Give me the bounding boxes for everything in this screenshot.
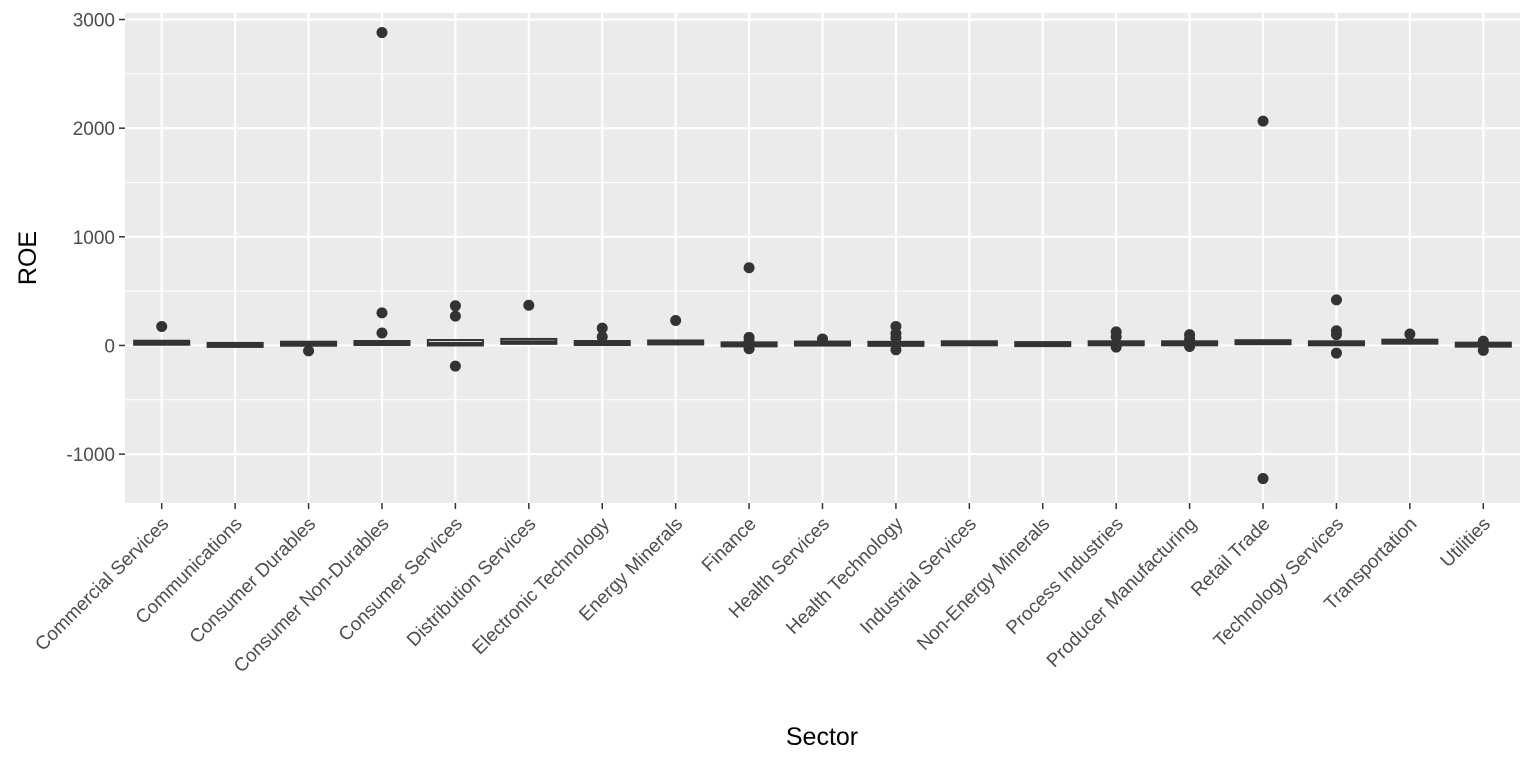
x-tick-label: Technology Services (1210, 514, 1348, 652)
outlier-point (303, 345, 315, 357)
boxes (133, 27, 1512, 485)
box-13 (1087, 326, 1145, 353)
outlier-point (743, 262, 755, 274)
outlier-point (1477, 335, 1489, 347)
box-7 (647, 314, 705, 346)
outlier-point (743, 335, 755, 347)
outlier-point (1330, 294, 1342, 306)
box-8 (720, 262, 778, 355)
outlier-point (817, 333, 828, 345)
box-3 (353, 27, 411, 347)
box-0 (133, 320, 191, 346)
y-tick-label: 2000 (73, 119, 115, 140)
outlier-point (743, 343, 755, 355)
box-12 (1014, 341, 1072, 348)
box-14 (1161, 329, 1219, 353)
box-2 (280, 340, 338, 357)
box-10 (867, 320, 925, 356)
outlier-point (1110, 331, 1122, 343)
outlier-point (890, 344, 902, 356)
x-tick-label: Non-Energy Minerals (913, 514, 1054, 655)
box-4 (426, 300, 484, 372)
outlier-point (1110, 341, 1122, 353)
outlier-point (1477, 344, 1489, 356)
outlier-point (1330, 347, 1342, 359)
x-axis: Commercial ServicesCommunicationsConsume… (31, 503, 1495, 677)
outlier-point (1257, 473, 1269, 485)
outlier-point (376, 27, 388, 39)
outlier-point (1330, 329, 1342, 341)
y-axis-title: ROE (14, 231, 42, 285)
outlier-point (596, 331, 608, 343)
grid (125, 13, 1520, 503)
outlier-point (156, 320, 168, 332)
box-6 (573, 322, 631, 347)
box-16 (1307, 294, 1365, 359)
box-9 (793, 333, 852, 347)
x-tick-label: Distribution Services (403, 514, 540, 651)
outlier-point (449, 310, 461, 322)
x-tick-label: Electronic Technology (468, 513, 614, 659)
x-tick-label: Consumer Durables (186, 514, 320, 648)
x-axis-title: Sector (786, 723, 858, 751)
x-tick-label: Producer Manufacturing (1043, 514, 1201, 672)
outlier-point (1184, 341, 1196, 353)
box-15 (1234, 115, 1292, 485)
y-axis: -1000 0 1000 2000 3000 (66, 11, 125, 466)
x-tick-label: Finance (698, 514, 761, 577)
box-5 (500, 299, 558, 345)
outlier-point (1184, 333, 1196, 345)
box-11 (940, 340, 998, 347)
outlier-point (670, 314, 682, 326)
y-tick-label: 3000 (73, 11, 115, 32)
outlier-point (1257, 115, 1269, 127)
box-18 (1454, 335, 1512, 356)
outlier-point (890, 332, 902, 344)
outlier-point (376, 327, 388, 339)
box-17 (1381, 328, 1439, 345)
outlier-point (1404, 328, 1416, 340)
outlier-point (449, 360, 461, 372)
y-tick-label: -1000 (66, 445, 115, 466)
outlier-point (376, 307, 388, 319)
x-tick-label: Commercial Services (31, 514, 173, 656)
y-tick-label: 1000 (73, 228, 115, 249)
box-1 (206, 341, 264, 348)
outlier-point (523, 299, 535, 311)
outlier-point (596, 322, 608, 334)
x-tick-label: Utilities (1437, 514, 1495, 572)
y-tick-label: 0 (104, 336, 115, 357)
outlier-point (449, 300, 461, 312)
x-tick-label: Consumer Services (335, 514, 467, 646)
